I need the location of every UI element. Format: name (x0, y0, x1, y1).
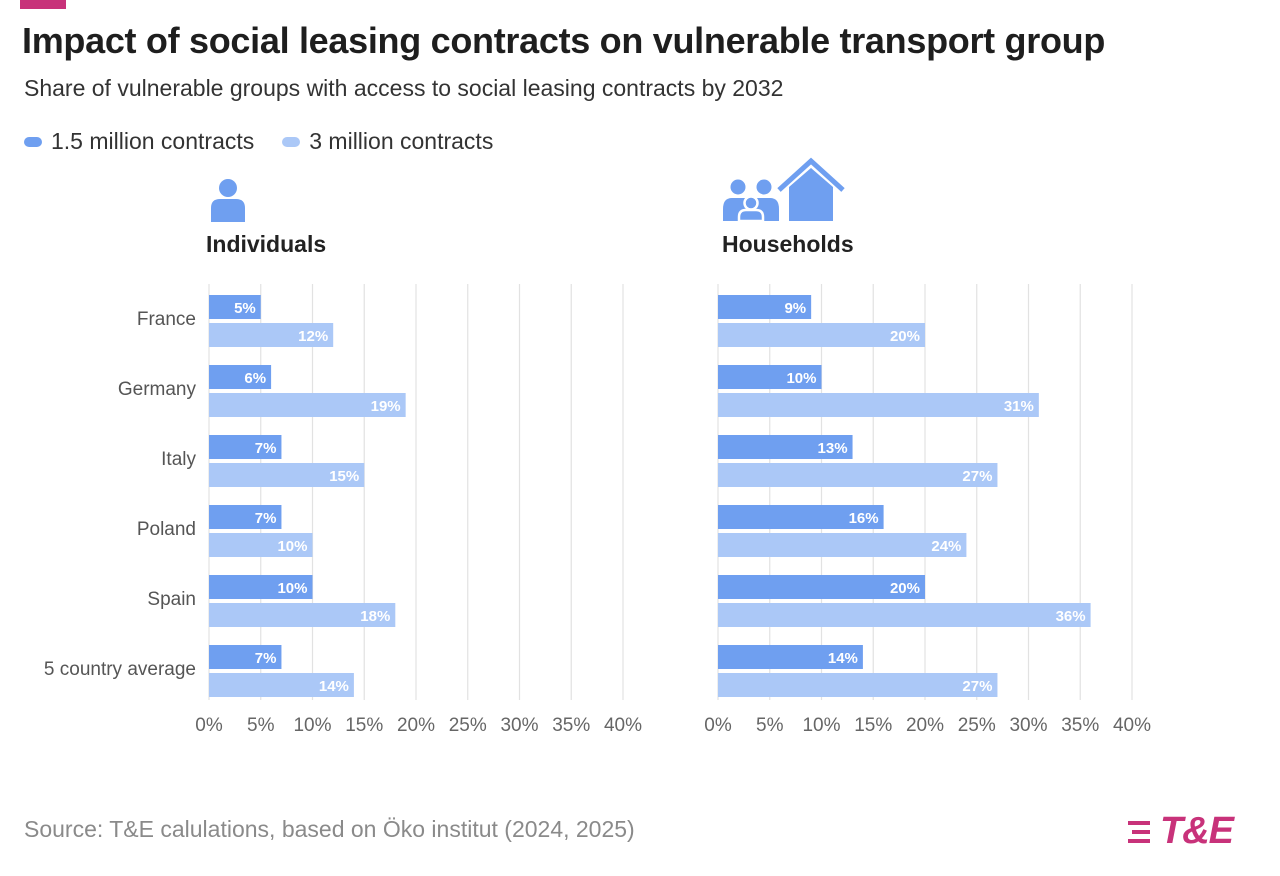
bar-individuals-s1 (209, 505, 282, 529)
panel-title-individuals: Individuals (206, 231, 327, 257)
logo-text: T&E (1160, 810, 1234, 852)
bar-individuals-s2 (209, 533, 313, 557)
bar-households-s1 (718, 575, 925, 599)
bar-households-s2 (718, 393, 1039, 417)
bar-households-s2 (718, 603, 1091, 627)
bar-individuals-s2 (209, 393, 406, 417)
bar-value-label-individuals: 15% (329, 468, 359, 485)
category-label: 5 country average (44, 659, 196, 680)
bar-value-label-individuals: 7% (255, 650, 277, 667)
bar-value-label-households: 16% (849, 510, 879, 527)
bar-value-label-individuals: 10% (277, 580, 307, 597)
x-tick-label-households-8: 40% (1113, 715, 1151, 736)
panel-title-households: Households (722, 231, 854, 257)
x-tick-label-households-3: 15% (854, 715, 892, 736)
legend-swatch-1-5m (24, 136, 42, 147)
legend-item-1-5m: 1.5 million contracts (24, 128, 254, 155)
source-note: Source: T&E calulations, based on Öko in… (24, 816, 635, 842)
bar-individuals-s1 (209, 435, 282, 459)
category-label: Spain (147, 589, 196, 610)
bar-individuals-s1 (209, 575, 313, 599)
bar-households-s1 (718, 435, 853, 459)
logo-lines-icon (1128, 820, 1150, 843)
bar-households-s1 (718, 295, 812, 319)
x-tick-label-individuals-8: 40% (604, 715, 642, 736)
person-icon (211, 179, 245, 222)
bar-value-label-individuals: 14% (319, 678, 349, 695)
bar-value-label-individuals: 19% (371, 398, 401, 415)
bar-individuals-s2 (209, 463, 365, 487)
x-tick-label-households-4: 20% (906, 715, 944, 736)
bar-value-label-individuals: 18% (360, 608, 390, 625)
bar-value-label-households: 10% (786, 370, 816, 387)
bar-individuals-s2 (209, 323, 334, 347)
te-logo: T&E (1126, 810, 1234, 853)
bar-households-s2 (718, 533, 967, 557)
chart-title: Impact of social leasing contracts on vu… (22, 20, 1106, 61)
bar-households-s2 (718, 673, 998, 697)
x-tick-label-individuals-0: 0% (195, 715, 223, 736)
bar-value-label-households: 13% (818, 440, 848, 457)
bar-value-label-households: 9% (784, 300, 806, 317)
bar-value-label-individuals: 6% (244, 370, 266, 387)
accent-tab (20, 0, 66, 9)
bar-households-s1 (718, 645, 863, 669)
x-tick-label-individuals-4: 20% (397, 715, 435, 736)
x-tick-label-households-0: 0% (704, 715, 732, 736)
bar-individuals-s2 (209, 673, 354, 697)
bar-value-label-households: 31% (1004, 398, 1034, 415)
legend-label-3m: 3 million contracts (309, 128, 494, 154)
chart-subtitle: Share of vulnerable groups with access t… (24, 75, 784, 101)
bar-households-s1 (718, 365, 822, 389)
x-tick-label-individuals-3: 15% (345, 715, 383, 736)
bar-value-label-households: 14% (828, 650, 858, 667)
bar-value-label-individuals: 7% (255, 510, 277, 527)
bar-value-label-households: 20% (890, 580, 920, 597)
bar-value-label-households: 27% (962, 678, 992, 695)
bar-households-s2 (718, 323, 925, 347)
category-label: Poland (137, 519, 196, 540)
category-label: Germany (118, 379, 197, 400)
x-tick-label-households-7: 35% (1061, 715, 1099, 736)
legend-item-3m: 3 million contracts (282, 128, 493, 155)
bar-individuals-s1 (209, 365, 272, 389)
bar-value-label-individuals: 5% (234, 300, 256, 317)
bar-value-label-individuals: 12% (298, 328, 328, 345)
bar-value-label-households: 27% (962, 468, 992, 485)
x-tick-label-individuals-5: 25% (449, 715, 487, 736)
x-tick-label-individuals-2: 10% (293, 715, 331, 736)
legend-label-1-5m: 1.5 million contracts (51, 128, 255, 154)
family-house-icon (723, 157, 845, 223)
category-label: Italy (161, 449, 196, 470)
x-tick-label-individuals-6: 30% (500, 715, 538, 736)
bar-value-label-households: 24% (931, 538, 961, 555)
bar-individuals-s1 (209, 645, 282, 669)
bar-value-label-households: 20% (890, 328, 920, 345)
x-tick-label-households-1: 5% (756, 715, 784, 736)
bar-value-label-individuals: 10% (277, 538, 307, 555)
x-tick-label-individuals-7: 35% (552, 715, 590, 736)
x-tick-label-households-5: 25% (958, 715, 996, 736)
x-tick-label-individuals-1: 5% (247, 715, 275, 736)
legend: 1.5 million contracts 3 million contract… (24, 128, 521, 155)
bar-households-s1 (718, 505, 884, 529)
legend-swatch-3m (282, 136, 301, 147)
bar-value-label-households: 36% (1056, 608, 1086, 625)
category-label: France (137, 309, 196, 330)
bar-individuals-s2 (209, 603, 396, 627)
x-tick-label-households-2: 10% (802, 715, 840, 736)
bar-individuals-s1 (209, 295, 261, 319)
bar-households-s2 (718, 463, 998, 487)
x-tick-label-households-6: 30% (1009, 715, 1047, 736)
bar-value-label-individuals: 7% (255, 440, 277, 457)
